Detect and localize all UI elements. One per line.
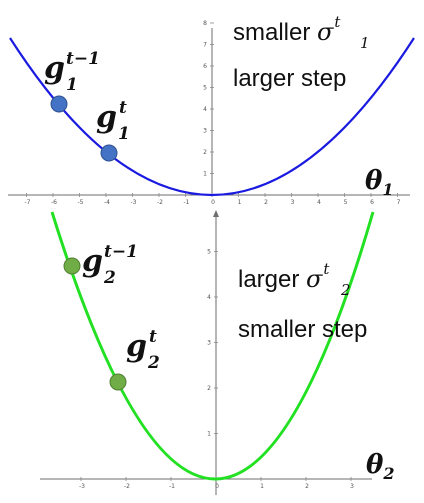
top-x-tick-label: 4 <box>317 199 321 206</box>
bottom-x-ticks: -3 -2 -1 0 1 2 3 <box>79 477 354 490</box>
bottom-x-tick-label: -3 <box>79 483 85 490</box>
bottom-y-ticks: 1 2 3 4 5 <box>207 249 218 438</box>
top-x-tick-label: -1 <box>184 199 190 206</box>
top-y-tick-label: 1 <box>203 171 207 178</box>
top-y-ticks: 1 2 3 4 5 6 7 8 <box>203 20 214 178</box>
top-x-tick-label: -4 <box>104 199 110 206</box>
bottom-y-tick-label: 4 <box>207 294 211 301</box>
bottom-y-tick-label: 3 <box>207 340 211 347</box>
top-y-tick-label: 7 <box>203 42 207 49</box>
top-parabola-curve <box>9 37 415 197</box>
bottom-x-tick-label: 3 <box>350 483 354 490</box>
top-x-tick-label: -3 <box>131 199 137 206</box>
bottom-y-tick-label: 5 <box>207 249 211 256</box>
bottom-parabola-curve <box>50 211 375 481</box>
top-x-tick-label: 5 <box>344 199 348 206</box>
top-y-tick-label: 5 <box>203 85 207 92</box>
bottom-point-prev <box>63 257 81 275</box>
top-x-tick-label: 7 <box>397 199 401 206</box>
top-point-prev-label: gt−1 1 <box>44 49 100 95</box>
top-x-tick-label: -6 <box>51 199 57 206</box>
bottom-y-axis-arrow <box>213 210 219 217</box>
top-y-tick-label: 6 <box>203 63 207 70</box>
top-x-tick-label: -2 <box>157 199 163 206</box>
bottom-note-line1: larger σt2 <box>238 260 351 299</box>
bottom-axis-label: θ2 <box>366 450 394 483</box>
bottom-x-tick-label: 0 <box>215 483 219 490</box>
bottom-x-tick-label: -2 <box>124 483 130 490</box>
top-x-tick-label: -5 <box>78 199 84 206</box>
top-note-line2: larger step <box>233 65 346 92</box>
bottom-point-curr <box>109 373 127 391</box>
bottom-y-tick-label: 1 <box>207 431 211 438</box>
top-axis-label: θ1 <box>365 166 393 199</box>
bottom-y-tick-label: 2 <box>207 385 211 392</box>
bottom-x-tick-label: -1 <box>169 483 175 490</box>
top-x-tick-label: 1 <box>238 199 242 206</box>
top-x-tick-label: -7 <box>25 199 31 206</box>
top-note-line1: smaller σt1 <box>233 13 370 52</box>
top-x-tick-label: 6 <box>370 199 374 206</box>
top-point-prev <box>50 95 68 113</box>
bottom-note-line2: smaller step <box>238 316 367 343</box>
top-y-tick-label: 8 <box>203 20 207 27</box>
top-y-tick-label: 2 <box>203 149 207 156</box>
top-point-curr <box>100 144 118 162</box>
top-x-ticks: -7 -6 -5 -4 -3 -2 -1 0 1 2 3 4 5 6 7 <box>25 193 401 206</box>
top-y-tick-label: 3 <box>203 128 207 135</box>
top-x-tick-label: 0 <box>211 199 215 206</box>
bottom-x-tick-label: 2 <box>305 483 309 490</box>
top-x-tick-label: 3 <box>291 199 295 206</box>
top-y-tick-label: 4 <box>203 106 207 113</box>
bottom-x-tick-label: 1 <box>260 483 264 490</box>
top-x-tick-label: 2 <box>264 199 268 206</box>
bottom-point-prev-label: gt−1 2 <box>82 242 138 288</box>
